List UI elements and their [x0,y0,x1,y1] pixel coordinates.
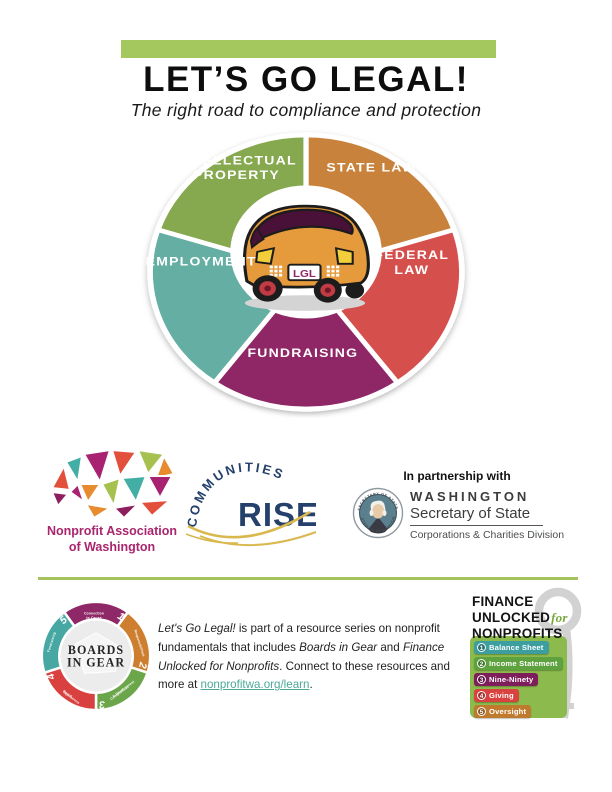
label-state-law: STATE LAW [326,160,416,174]
sos-org-name: WASHINGTON [410,489,530,504]
car-illustration: LGL [242,204,370,311]
about-paragraph: Let's Go Legal! is part of a resource se… [158,622,450,692]
svg-text:4: 4 [44,671,58,682]
fun-badge-1: 1 [477,643,486,652]
top-accent-bar [121,40,496,58]
secretary-of-state-seal: SECRETARY OF STATE STATE OF WASHINGTON [352,487,404,539]
fun-panel: 1 Balance Sheet 2 Income Statement 3 Nin… [470,636,567,718]
rise-text: RISE [238,496,316,533]
fun-badge-2: 2 [477,659,486,668]
fun-badge-4: 4 [477,691,486,700]
svg-text:3: 3 [99,698,106,710]
fun-badge-3: 3 [477,675,486,684]
label-employment: EMPLOYMENT [146,254,257,268]
secretary-of-state-block: WASHINGTON Secretary of State Corporatio… [410,489,585,541]
big-center-text-2: IN GEAR [67,656,125,670]
svg-text:Fundraising: Fundraising [46,632,56,653]
license-plate: LGL [293,269,316,280]
boards-in-gear-logo: 1 2 3 4 5 Connection to Cause Responsibi… [40,600,152,712]
fun-item-oversight: 5 Oversight [474,705,532,718]
label-fundraising: FUNDRAISING [247,346,358,360]
fun-item-giving: 4 Giving [474,689,519,702]
sos-org-subtitle: Secretary of State [410,505,531,522]
about-lgl-italic: Let's Go Legal! [158,622,236,635]
nawa-logo-text: Nonprofit Association of Washington [46,524,178,554]
fun-wordmark: FINANCE UNLOCKEDfor NONPROFITS [472,594,568,641]
label-federal-law-2: LAW [394,263,429,277]
learn-link[interactable]: nonprofitwa.org/learn [200,678,310,692]
fun-item-balance-sheet: 1 Balance Sheet [474,641,549,654]
svg-text:to Cause: to Cause [86,616,101,620]
about-fun-italic: Finance Unlocked for Nonprofits [158,640,445,673]
svg-text:Connection: Connection [84,611,104,615]
nawa-logo-mark [51,449,175,519]
nawa-logo: Nonprofit Association of Washington [42,448,182,554]
label-federal-law-1: FEDERAL [374,248,449,262]
partnership-heading: In partnership with [403,469,511,483]
communities-rise-logo: COMMUNITIES RISE [186,459,316,547]
svg-text:Board: Board [62,689,73,698]
section-divider [38,577,578,580]
legal-wheel-diagram: LGL INTELLECTUAL PROPERTY STATE LAW FEDE… [146,132,465,412]
page-subtitle: The right road to compliance and protect… [130,100,482,120]
page-title: LET’S GO LEGAL! [143,60,469,99]
svg-text:2: 2 [136,660,149,669]
fun-badge-5: 5 [477,707,486,716]
big-segment-5 [40,610,76,674]
finance-unlocked-logo: FINANCE UNLOCKEDfor NONPROFITS 1 Balance… [466,586,582,724]
about-big-italic: Boards in Gear [299,640,378,654]
label-intellectual-property-2: PROPERTY [193,168,280,182]
big-center-text-1: BOARDS [68,643,124,657]
label-intellectual-property-1: INTELLECTUAL [176,153,297,167]
svg-text:1: 1 [115,610,126,623]
fun-item-nine-ninety: 3 Nine-Ninety [474,673,539,686]
fun-for-word: for [551,609,568,625]
sos-division: Corporations & Charities Division [410,529,565,541]
rise-swoosh [186,510,316,547]
sos-divider [410,525,543,526]
fun-item-income-statement: 2 Income Statement [474,657,563,670]
wheel-segment-fundraising [211,269,401,412]
